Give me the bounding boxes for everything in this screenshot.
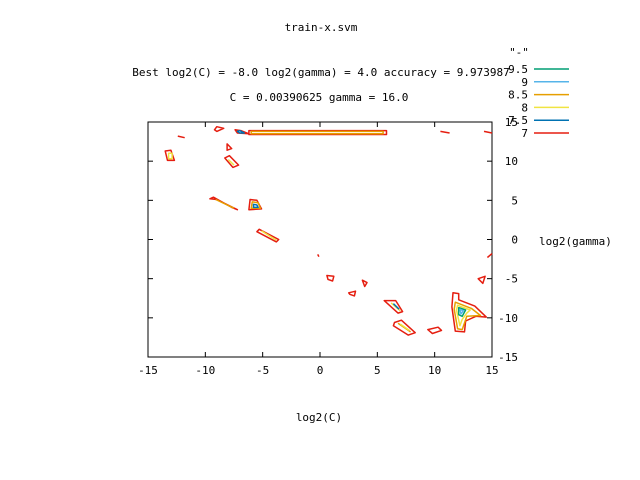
contour-line-8-5 bbox=[453, 301, 482, 331]
y-tick-label: 0 bbox=[511, 234, 518, 247]
contour-line-8 bbox=[261, 230, 277, 241]
contour-line-7 bbox=[226, 143, 233, 151]
contour-line-7 bbox=[486, 253, 493, 259]
legend-title: "-" bbox=[509, 46, 529, 59]
y-tick-label: 10 bbox=[505, 155, 518, 168]
contour-line-7 bbox=[326, 274, 335, 282]
contour-line-7 bbox=[248, 129, 388, 136]
y-tick-label: 5 bbox=[511, 194, 518, 207]
contour-line-7 bbox=[177, 135, 185, 139]
x-axis-ticks: -15 -10 -5 0 5 10 15 bbox=[138, 122, 499, 377]
x-tick-label: 5 bbox=[374, 364, 381, 377]
contour-line-8-5 bbox=[250, 130, 384, 135]
x-tick-label: -15 bbox=[138, 364, 158, 377]
contour-lines bbox=[164, 125, 493, 336]
contour-line-8 bbox=[399, 323, 410, 332]
contour-line-7 bbox=[383, 299, 404, 314]
legend-entry-label: 7.5 bbox=[508, 114, 528, 127]
contour-line-8 bbox=[167, 152, 173, 160]
y-tick-label: -10 bbox=[498, 312, 518, 325]
contour-line-7-5 bbox=[252, 203, 259, 209]
contour-line-7 bbox=[224, 154, 240, 169]
legend-entry-label: 7 bbox=[521, 127, 528, 140]
contour-line-7 bbox=[248, 198, 263, 211]
legend-entry-label: 8 bbox=[521, 101, 528, 114]
y-axis-label: log2(gamma) bbox=[539, 235, 612, 248]
contour-line-8 bbox=[227, 159, 235, 166]
plot-area bbox=[147, 121, 493, 358]
y-tick-label: 15 bbox=[505, 116, 518, 129]
contour-line-7-5 bbox=[236, 129, 246, 134]
contour-line-7 bbox=[427, 326, 443, 335]
legend: "-" 9.598.587.57 bbox=[508, 46, 569, 140]
contour-line-8-5 bbox=[215, 198, 235, 209]
chart-title: train-x.svm bbox=[285, 21, 358, 34]
contour-line-7 bbox=[256, 228, 280, 243]
contour-line-7 bbox=[392, 319, 416, 336]
contour-line-7 bbox=[361, 279, 368, 288]
x-tick-label: -10 bbox=[195, 364, 215, 377]
x-axis-label: log2(C) bbox=[296, 411, 342, 424]
contour-line-8 bbox=[455, 304, 471, 327]
contour-line-7 bbox=[164, 149, 176, 162]
contour-line-9 bbox=[459, 308, 465, 315]
contour-line-7 bbox=[483, 130, 493, 134]
contour-line-7 bbox=[440, 130, 450, 134]
contour-line-7-5 bbox=[392, 303, 400, 310]
chart-subtitle-best: Best log2(C) = -8.0 log2(gamma) = 4.0 ac… bbox=[132, 66, 510, 79]
contour-line-7 bbox=[347, 290, 357, 297]
y-tick-label: -15 bbox=[498, 351, 518, 364]
legend-entry-label: 9.5 bbox=[508, 63, 528, 76]
y-axis-ticks: -15 -10 -5 0 5 10 15 bbox=[148, 116, 518, 364]
contour-line-7 bbox=[477, 275, 486, 285]
x-tick-label: 0 bbox=[317, 364, 324, 377]
contour-line-7 bbox=[213, 125, 225, 133]
x-tick-label: -5 bbox=[256, 364, 269, 377]
chart-subtitle-params: C = 0.00390625 gamma = 16.0 bbox=[230, 91, 409, 104]
contour-line-8-5 bbox=[250, 201, 262, 209]
x-tick-label: 15 bbox=[485, 364, 498, 377]
contour-line-9-5 bbox=[457, 306, 467, 318]
legend-entry-label: 8.5 bbox=[508, 89, 528, 102]
contour-line-7 bbox=[317, 254, 320, 258]
y-tick-label: -5 bbox=[505, 273, 518, 286]
legend-entry-label: 9 bbox=[521, 76, 528, 89]
x-tick-label: 10 bbox=[428, 364, 441, 377]
